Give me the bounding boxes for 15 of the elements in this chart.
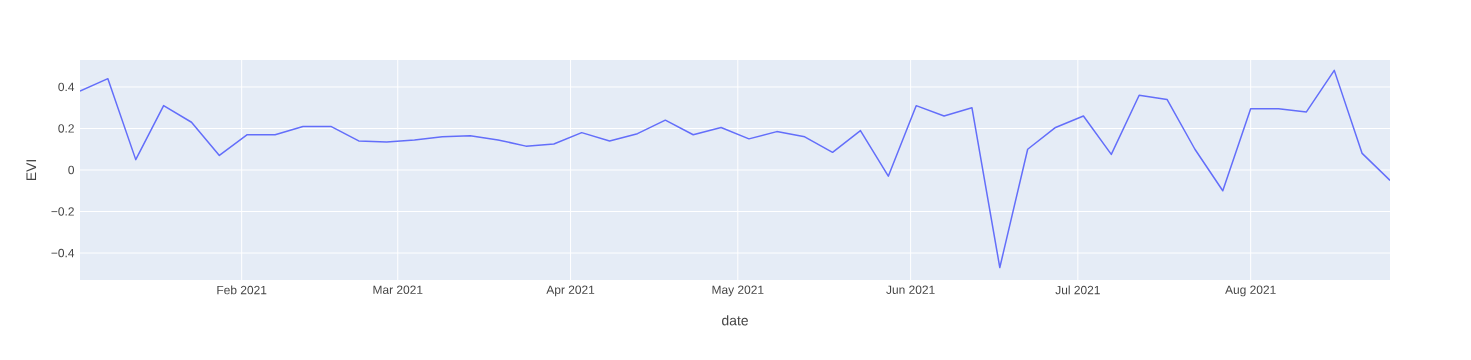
y-tick-label: 0.2 — [58, 124, 74, 133]
x-tick-label: Mar 2021 — [373, 285, 423, 294]
y-axis-title: EVI — [26, 160, 37, 181]
x-tick-label: Jul 2021 — [1055, 285, 1100, 295]
x-tick-label: Feb 2021 — [217, 285, 267, 295]
x-tick-label: Aug 2021 — [1225, 285, 1276, 297]
y-tick-label: −0.2 — [51, 207, 74, 216]
y-tick-label: 0.4 — [58, 82, 75, 92]
x-tick-label: Jun 2021 — [886, 285, 935, 294]
y-tick-label: −0.4 — [51, 248, 75, 258]
x-tick-label: May 2021 — [712, 285, 764, 297]
x-tick-label: Apr 2021 — [546, 285, 595, 297]
y-tick-label: 0 — [68, 165, 75, 175]
line-series — [80, 69, 1391, 269]
x-axis-title: date — [722, 315, 748, 326]
